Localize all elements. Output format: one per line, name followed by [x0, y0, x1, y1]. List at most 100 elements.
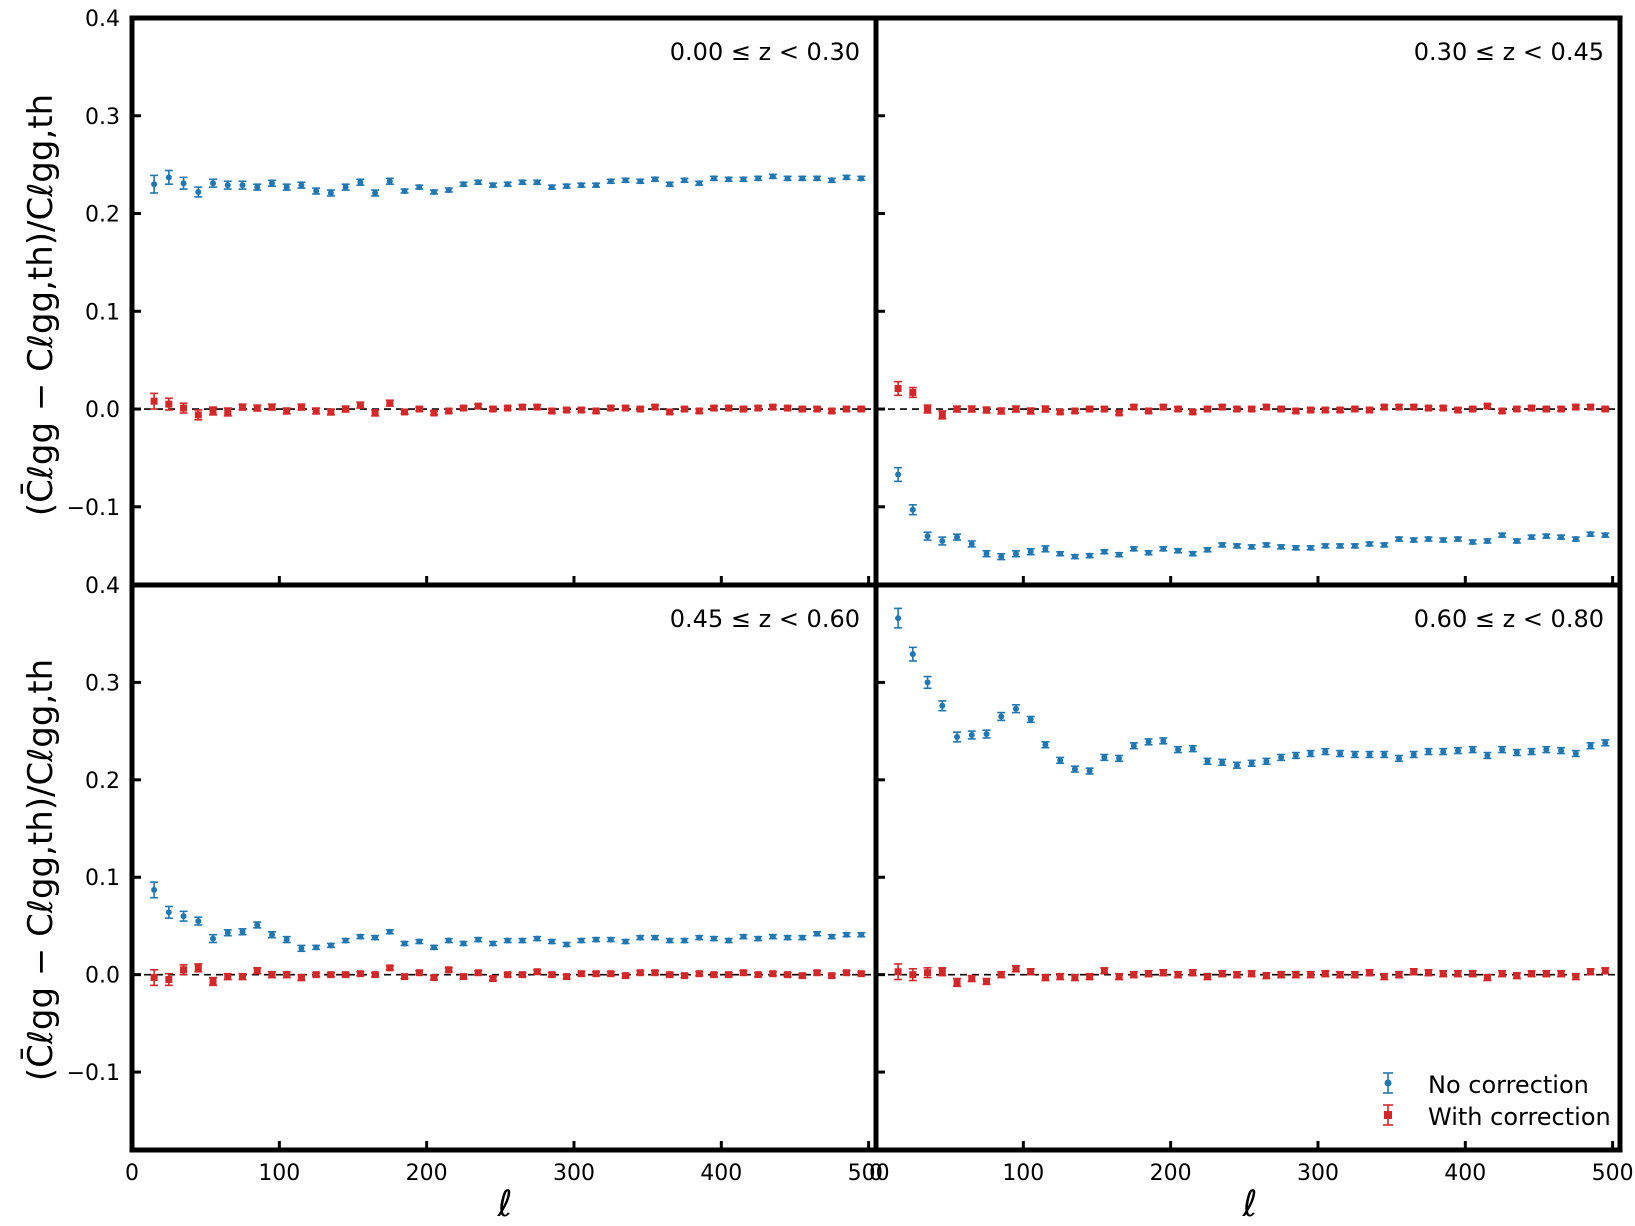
data-point	[224, 408, 232, 416]
data-point	[548, 407, 556, 415]
data-point	[460, 181, 467, 188]
data-point	[754, 971, 762, 979]
data-point	[894, 968, 902, 976]
data-point	[607, 970, 615, 978]
data-point	[401, 940, 408, 947]
data-point	[1204, 546, 1211, 553]
data-point	[1307, 750, 1314, 757]
data-point	[740, 176, 747, 183]
data-point	[1601, 967, 1609, 975]
data-point	[1440, 748, 1447, 755]
data-point	[253, 404, 261, 412]
data-point	[1278, 543, 1285, 550]
data-point	[1381, 751, 1388, 758]
data-point	[1204, 758, 1211, 765]
data-point	[652, 934, 659, 941]
data-point	[209, 407, 217, 415]
data-point	[1572, 403, 1580, 411]
data-point	[1557, 405, 1565, 413]
data-point	[519, 179, 526, 186]
data-point	[1292, 752, 1299, 759]
legend-entry-0-label: No correction	[1428, 1071, 1589, 1099]
data-point	[938, 411, 946, 419]
data-point	[784, 175, 791, 182]
data-point	[327, 942, 334, 949]
data-point	[1071, 974, 1079, 982]
data-point	[210, 180, 217, 187]
data-point	[695, 407, 703, 415]
data-point	[430, 974, 438, 982]
data-point	[784, 404, 792, 412]
data-point	[1042, 741, 1049, 748]
data-point	[1528, 534, 1535, 541]
data-point	[165, 174, 172, 181]
data-point	[1115, 973, 1123, 981]
data-point	[1425, 536, 1432, 543]
data-point	[954, 534, 961, 541]
data-point	[1292, 407, 1300, 415]
data-point	[415, 969, 423, 977]
xlabel-right: ℓ	[1242, 1184, 1258, 1225]
data-point	[710, 971, 718, 979]
data-point	[1233, 405, 1241, 413]
data-point	[983, 731, 990, 738]
data-point	[1012, 405, 1020, 413]
panel-annotation: 0.60 ≤ z < 0.80	[1414, 605, 1604, 633]
data-point	[312, 407, 320, 415]
data-point	[445, 407, 453, 415]
data-point	[1410, 968, 1418, 976]
data-point	[1130, 545, 1137, 552]
data-point	[739, 405, 747, 413]
data-point	[327, 971, 335, 979]
data-point	[1027, 716, 1034, 723]
x-tick-label: 0	[869, 1161, 883, 1186]
data-point	[1218, 403, 1226, 411]
data-point	[798, 972, 806, 980]
series-with-correction	[150, 392, 866, 421]
data-point	[386, 178, 393, 185]
data-point	[1557, 970, 1565, 978]
data-point	[784, 971, 792, 979]
data-point	[592, 970, 600, 978]
data-point	[416, 184, 423, 191]
data-point	[386, 964, 394, 972]
series-no-correction	[894, 607, 1610, 775]
y-tick-label: −0.1	[67, 496, 120, 521]
data-point	[180, 404, 188, 412]
data-point	[475, 936, 482, 943]
data-point	[1086, 768, 1093, 775]
data-point	[459, 404, 467, 412]
data-point	[725, 937, 732, 944]
data-point	[1351, 542, 1358, 549]
data-point	[1469, 538, 1476, 545]
data-point	[1587, 968, 1595, 976]
data-point	[755, 935, 762, 942]
legend-entry-0-marker	[1384, 1079, 1392, 1087]
data-point	[1116, 551, 1123, 558]
data-point	[1027, 968, 1035, 976]
data-point	[1543, 533, 1550, 540]
data-point	[982, 977, 990, 985]
data-point	[533, 403, 541, 411]
data-point	[1587, 403, 1595, 411]
data-point	[1454, 406, 1462, 414]
data-point	[1366, 540, 1373, 547]
data-point	[681, 937, 688, 944]
y-tick-label: 0.2	[85, 769, 120, 794]
y-tick-label: 0.0	[85, 964, 120, 989]
data-point	[828, 933, 835, 940]
data-point	[843, 931, 850, 938]
data-point	[577, 406, 585, 414]
data-point	[894, 385, 902, 393]
data-point	[534, 179, 541, 186]
data-point	[1410, 751, 1417, 758]
data-point	[1056, 973, 1064, 981]
data-point	[1499, 532, 1506, 539]
data-point	[1572, 973, 1580, 981]
data-point	[1174, 971, 1182, 979]
data-point	[1012, 965, 1020, 973]
data-point	[909, 651, 916, 658]
y-tick-label: 0.4	[85, 574, 120, 599]
data-point	[401, 188, 408, 195]
